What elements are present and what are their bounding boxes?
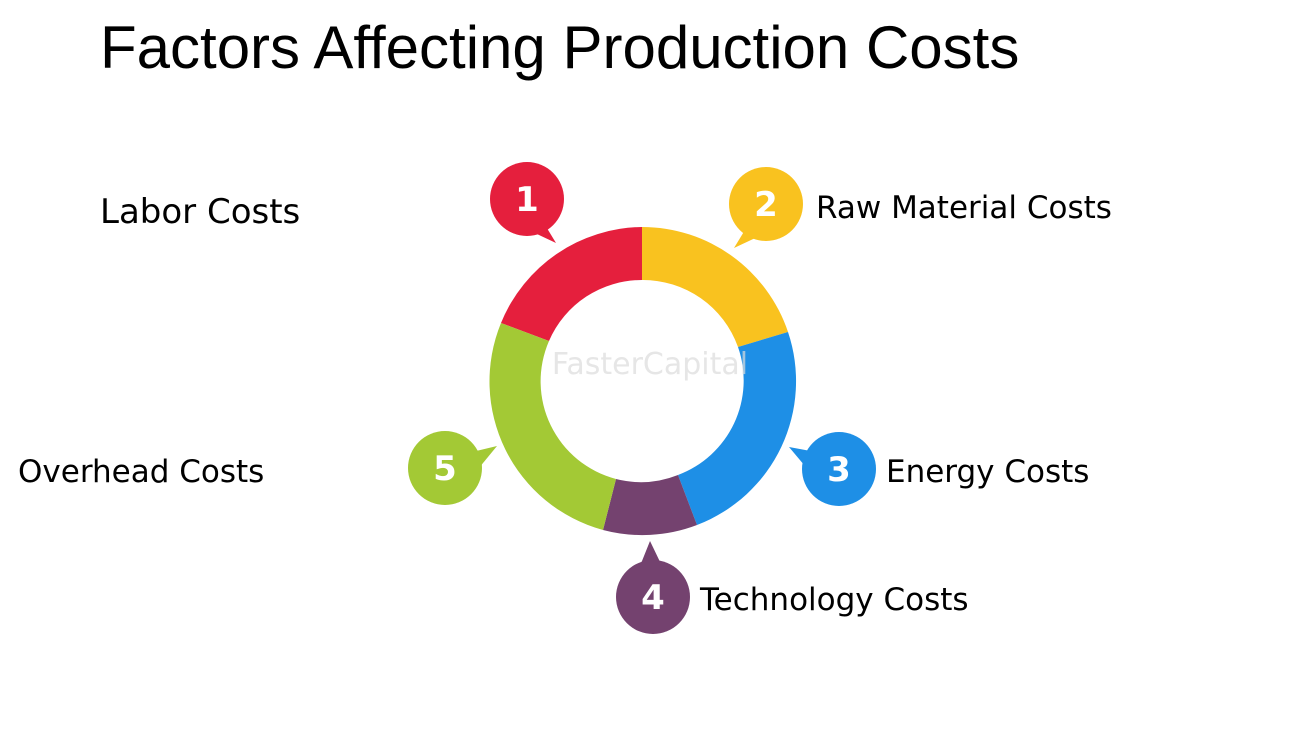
badge-circle-2: [729, 167, 803, 241]
badge-circle-5: [408, 431, 482, 505]
ring-segment-5: [489, 323, 616, 530]
badge-3: 3: [789, 432, 876, 506]
badge-number-4: 4: [641, 578, 665, 618]
ring-segment-3: [678, 332, 797, 525]
badge-number-5: 5: [433, 449, 457, 489]
factor-label-energy: Energy Costs: [886, 454, 1090, 490]
badge-number-2: 2: [754, 185, 778, 225]
badge-number-3: 3: [827, 450, 851, 490]
badge-2: 2: [729, 167, 803, 248]
factor-label-labor: Labor Costs: [100, 192, 301, 232]
factor-label-technology: Technology Costs: [700, 582, 969, 618]
watermark-text: FasterCapital: [552, 347, 748, 382]
badge-4: 4: [616, 541, 690, 634]
factor-label-overhead: Overhead Costs: [18, 454, 265, 490]
ring-segment-2: [642, 227, 788, 347]
badge-number-1: 1: [515, 180, 539, 220]
ring-segment-4: [603, 475, 697, 536]
page-title: Factors Affecting Production Costs: [100, 14, 1020, 81]
factor-label-raw-material: Raw Material Costs: [816, 190, 1112, 226]
badge-tail-4: [640, 541, 662, 566]
badge-circle-3: [802, 432, 876, 506]
badge-5: 5: [408, 431, 497, 505]
badge-circle-1: [490, 162, 564, 236]
badge-1: 1: [490, 162, 564, 243]
ring-segment-1: [501, 227, 642, 341]
badge-circle-4: [616, 560, 690, 634]
